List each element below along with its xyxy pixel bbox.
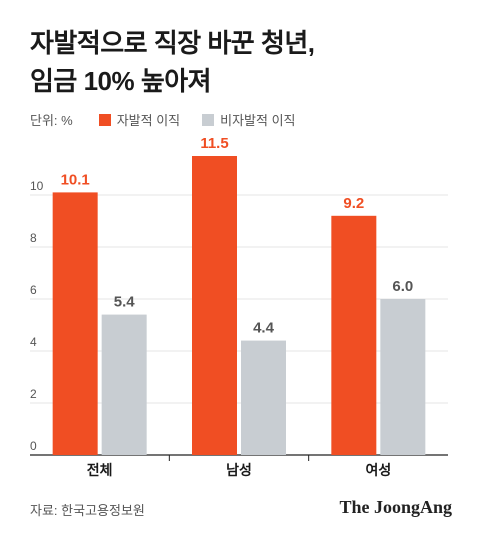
unit-label: 단위: % bbox=[30, 113, 73, 128]
value-label-voluntary-0: 10.1 bbox=[61, 171, 90, 188]
legend-swatch-involuntary bbox=[202, 113, 215, 126]
bar-involuntary-1 bbox=[241, 340, 286, 455]
legend: 단위: % 자발적 이직 비자발적 이직 bbox=[30, 110, 318, 129]
bar-voluntary-1 bbox=[192, 156, 237, 455]
legend-item-voluntary: 자발적 이직 bbox=[98, 110, 181, 129]
brand-logo: The JoongAng bbox=[339, 497, 452, 517]
x-category-label-2: 여성 bbox=[365, 462, 391, 478]
legend-swatch-voluntary bbox=[98, 113, 111, 126]
legend-item-involuntary: 비자발적 이직 bbox=[202, 110, 296, 129]
source-note: 자료: 한국고용정보원 bbox=[30, 503, 145, 518]
legend-label-involuntary: 비자발적 이직 bbox=[220, 113, 296, 128]
x-category-label-0: 전체 bbox=[87, 462, 113, 478]
value-label-involuntary-0: 5.4 bbox=[114, 294, 136, 311]
chart-title-line1: 자발적으로 직장 바꾼 청년, bbox=[30, 28, 315, 58]
y-tick-label-8: 8 bbox=[30, 231, 37, 245]
chart-title: 자발적으로 직장 바꾼 청년, 임금 10% 높아져 bbox=[30, 24, 315, 100]
bar-involuntary-2 bbox=[380, 299, 426, 455]
value-label-voluntary-2: 9.2 bbox=[343, 195, 364, 212]
value-label-involuntary-1: 4.4 bbox=[253, 320, 275, 337]
y-tick-label-0: 0 bbox=[30, 439, 37, 453]
value-label-voluntary-1: 11.5 bbox=[200, 135, 228, 152]
y-tick-label-10: 10 bbox=[30, 179, 44, 193]
y-tick-label-2: 2 bbox=[30, 387, 37, 401]
x-category-label-1: 남성 bbox=[226, 462, 252, 478]
value-label-involuntary-2: 6.0 bbox=[392, 278, 413, 295]
y-tick-label-4: 4 bbox=[30, 335, 37, 349]
y-tick-label-6: 6 bbox=[30, 283, 37, 297]
chart-title-line2: 임금 10% 높아져 bbox=[30, 66, 212, 96]
bar-involuntary-0 bbox=[101, 314, 147, 455]
bar-voluntary-2 bbox=[331, 215, 377, 455]
bar-voluntary-0 bbox=[52, 192, 98, 455]
legend-label-voluntary: 자발적 이직 bbox=[116, 113, 181, 128]
